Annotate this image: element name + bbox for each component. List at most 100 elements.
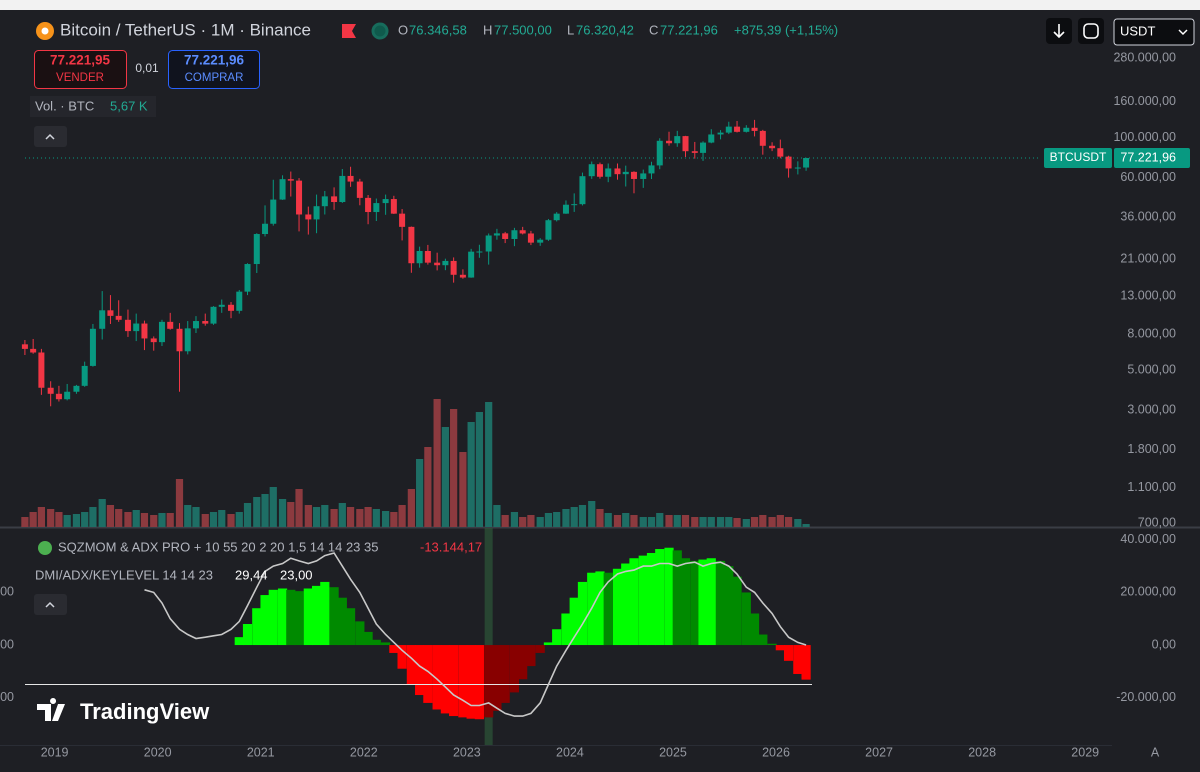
time-tick-label: 2029 (1071, 745, 1099, 759)
momentum-bar (603, 572, 613, 646)
collapse-icon (45, 133, 55, 140)
volume-bar (450, 409, 458, 527)
dropdown-caret (1178, 29, 1188, 36)
candle-body (640, 173, 647, 179)
flag-icon[interactable] (342, 24, 356, 38)
momentum-bar (741, 592, 751, 646)
ohlc-key: L (567, 22, 574, 37)
momentum-bar (252, 608, 262, 646)
adx-line (144, 552, 807, 717)
volume-bar (475, 412, 484, 527)
momentum-bar (260, 595, 270, 646)
currency-select[interactable] (1113, 18, 1195, 46)
candle-body (192, 321, 199, 329)
indicator-name[interactable]: SQZMOM & ADX PRO + 10 55 20 2 20 1,5 14 … (58, 539, 379, 554)
momentum-bar (690, 560, 700, 646)
volume-bar (750, 517, 759, 527)
volume-bar (665, 515, 673, 527)
momentum-bar (397, 645, 407, 669)
time-tick-label: 2023 (453, 745, 481, 759)
symbol-title[interactable]: Bitcoin / TetherUS · 1M · Binance (60, 20, 311, 39)
volume-bar (553, 512, 561, 527)
candle-body (124, 319, 131, 332)
highlight-band (484, 528, 493, 745)
momentum-bar (492, 645, 502, 711)
volume-bar (184, 505, 192, 527)
volume-legend-bg (30, 96, 156, 117)
candle-body (270, 199, 277, 224)
price-change: +875,39 (+1,15%) (734, 22, 838, 37)
momentum-bar (595, 571, 605, 646)
candle-body (442, 260, 449, 266)
momentum-bar (629, 558, 639, 646)
symbol-tag (1044, 148, 1112, 169)
candle-body (717, 132, 724, 135)
indicator-tick-label-left: 20.000,00 (0, 585, 14, 599)
indicator-sub-name[interactable]: DMI/ADX/KEYLEVEL 14 14 23 (35, 567, 213, 582)
refresh-button[interactable] (1078, 18, 1104, 44)
candle-body (416, 250, 423, 264)
indicator-pane (25, 528, 812, 745)
candle-body (296, 180, 303, 215)
candle-body (708, 134, 715, 143)
volume-bar (784, 517, 793, 527)
frog-icon (38, 541, 52, 555)
candle-body (751, 127, 758, 131)
buy-button[interactable] (168, 50, 260, 89)
candle-body (493, 233, 500, 236)
volume-bar (243, 503, 252, 527)
candle-body (424, 250, 431, 263)
volume-bar (21, 517, 29, 527)
momentum-bar (518, 645, 528, 680)
candle-body (562, 204, 569, 214)
indicator-tick-label: 40.000,00 (1120, 532, 1176, 546)
price-tick-label: 60.000,00 (1120, 170, 1176, 184)
volume-bar (390, 512, 398, 527)
volume-bar (132, 510, 140, 527)
candle-body (339, 175, 346, 203)
axes: 280.000,00 160.000,00 100.000,00 60.000,00 3… (0, 50, 1176, 759)
volume-bar (227, 514, 235, 527)
candle-body (588, 164, 595, 177)
auto-scale[interactable]: A (1151, 745, 1160, 759)
candle-body (321, 196, 328, 207)
volume-bar (759, 515, 767, 527)
ohlc-value: 77.500,00 (494, 22, 552, 37)
momentum-bar (449, 645, 459, 717)
candle-body (64, 391, 71, 400)
candle-body (167, 321, 174, 329)
price-tick-label: 5.000,00 (1127, 363, 1176, 377)
candle-body (399, 213, 406, 227)
momentum-bar (474, 645, 484, 720)
momentum-bar (509, 645, 520, 693)
momentum-bar (337, 597, 347, 646)
candle-body (785, 156, 792, 169)
price-tag-label: 77.221,96 (1120, 150, 1176, 164)
price-tick-label: 21.000,00 (1120, 251, 1176, 265)
volume-bar (321, 505, 329, 527)
candle-body (527, 233, 534, 243)
candle-body (184, 328, 191, 352)
volume-bar (140, 513, 149, 527)
volume-bar (37, 507, 46, 527)
candle-body (115, 315, 122, 320)
indicator-tick-label: -20.000,00 (1116, 690, 1176, 704)
candle-body (450, 260, 457, 275)
candle-body (331, 196, 338, 203)
volume-bar (536, 517, 544, 527)
time-tick-label: 2026 (762, 745, 790, 759)
market-status[interactable] (371, 22, 389, 40)
volume-bar (407, 489, 415, 527)
momentum-bar (234, 637, 244, 646)
volume-bar (485, 402, 493, 527)
candle-body (228, 304, 235, 311)
indicator-tick-label: 20.000,00 (1120, 585, 1176, 599)
volume-bar (519, 517, 527, 527)
candle-body (434, 262, 441, 266)
momentum-bar (311, 585, 322, 646)
price-tick-label: 280.000,00 (1113, 50, 1176, 64)
candle-body (89, 328, 96, 366)
sell-button[interactable] (34, 50, 127, 89)
momentum-bar (749, 613, 760, 646)
